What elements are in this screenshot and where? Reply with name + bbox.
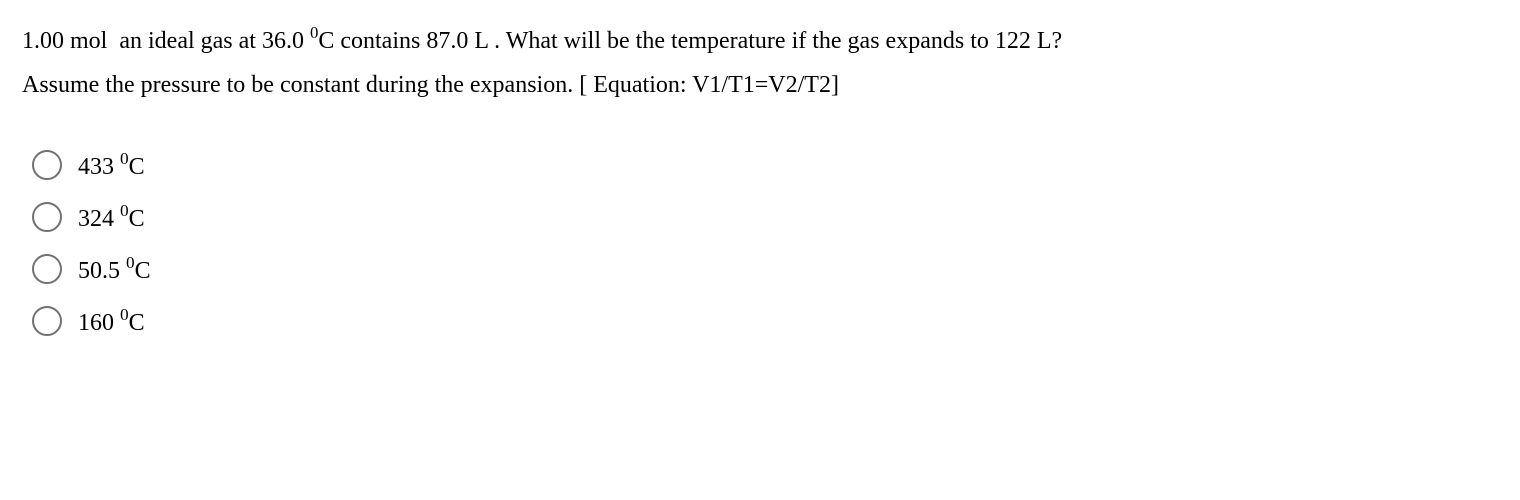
vol-unit: L [474, 28, 488, 54]
option-unit: C [129, 310, 145, 336]
option-2[interactable]: 50.5 0C [32, 254, 1500, 284]
option-value: 433 [78, 154, 114, 180]
option-1[interactable]: 324 0C [32, 202, 1500, 232]
option-3[interactable]: 160 0C [32, 306, 1500, 336]
question-part: an ideal gas at [113, 28, 262, 54]
option-sup: 0 [120, 149, 129, 168]
mol-value: 1.00 [22, 28, 64, 54]
option-label: 324 0C [78, 203, 145, 231]
question-line2-pre: Assume the pressure to be constant durin… [22, 72, 692, 98]
options-group: 433 0C 324 0C 50.5 0C 160 0C [22, 150, 1500, 336]
mol-unit: mol [70, 28, 107, 54]
option-unit: C [129, 206, 145, 232]
option-value: 160 [78, 310, 114, 336]
question-part: . What will be the temperature if the ga… [488, 28, 995, 54]
vol1-value: 87.0 [426, 28, 468, 54]
option-unit: C [129, 154, 145, 180]
temp-value: 36.0 [262, 28, 304, 54]
option-value: 324 [78, 206, 114, 232]
option-label: 160 0C [78, 307, 145, 335]
vol-unit: L [1037, 28, 1052, 54]
option-sup: 0 [120, 305, 129, 324]
option-label: 50.5 0C [78, 255, 151, 283]
temp-unit: C [318, 28, 334, 54]
radio-icon[interactable] [32, 202, 62, 232]
equation: V1/T1=V2/T2 [692, 72, 831, 98]
radio-icon[interactable] [32, 254, 62, 284]
question-text: 1.00 mol an ideal gas at 36.0 0C contain… [22, 18, 1500, 108]
option-sup: 0 [120, 201, 129, 220]
option-sup: 0 [126, 253, 135, 272]
radio-icon[interactable] [32, 306, 62, 336]
option-0[interactable]: 433 0C [32, 150, 1500, 180]
temp-sup: 0 [310, 23, 318, 42]
radio-icon[interactable] [32, 150, 62, 180]
question-line2-end: ] [831, 72, 839, 98]
option-value: 50.5 [78, 258, 120, 284]
question-part: contains [334, 28, 426, 54]
option-label: 433 0C [78, 151, 145, 179]
vol2-value: 122 [995, 28, 1031, 54]
question-part: ? [1052, 28, 1063, 54]
option-unit: C [135, 258, 151, 284]
